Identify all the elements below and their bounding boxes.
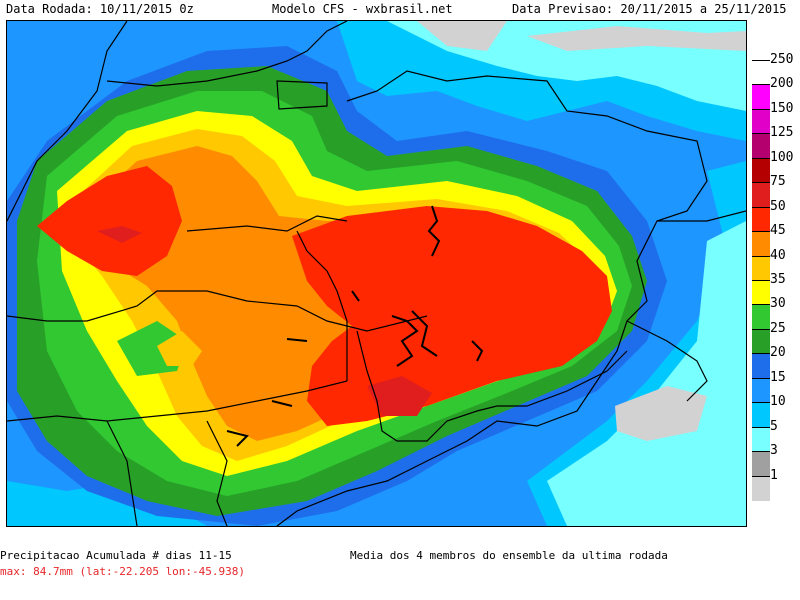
precipitation-map [6, 20, 747, 527]
legend-swatch [752, 84, 770, 110]
legend-label: 1 [770, 467, 778, 483]
legend-swatch [752, 108, 770, 135]
legend-swatch [752, 133, 770, 159]
border-line [7, 290, 428, 332]
map-title: Precipitacao Acumulada # dias 11-15 [0, 549, 232, 562]
legend-swatch [752, 377, 770, 404]
legend-label: 30 [770, 296, 786, 312]
red-zone-core [292, 206, 612, 426]
reservoirs [226, 205, 484, 447]
max-value-label: max: 84.7mm (lat:-22.205 lon:-45.938) [0, 565, 246, 578]
border-line [206, 420, 228, 526]
legend-label: 3 [770, 443, 778, 459]
map-canvas [7, 21, 746, 526]
legend-swatch [752, 475, 770, 501]
legend-label: 20 [770, 345, 786, 361]
legend-swatch [752, 328, 770, 355]
border-line [657, 210, 746, 222]
legend-label: 200 [770, 76, 794, 92]
darkred-northwest-zone [97, 226, 142, 243]
legend-swatch [752, 255, 770, 281]
border-line [7, 21, 128, 222]
border-line [106, 420, 138, 526]
border-line [356, 330, 498, 442]
legend-swatch [752, 60, 770, 86]
legend-swatch [752, 304, 770, 330]
border-line [296, 230, 348, 381]
borders [7, 21, 746, 526]
border-line [497, 350, 628, 407]
ensemble-note: Media dos 4 membros do ensemble da ultim… [350, 549, 668, 562]
legend-swatch [752, 426, 770, 453]
gold-pocket-west [157, 331, 202, 366]
legend-label: 15 [770, 369, 786, 385]
federal-district-border [276, 80, 328, 110]
legend-label: 250 [770, 52, 794, 67]
reservoir [411, 310, 438, 357]
legend-swatch [752, 280, 770, 306]
legend-swatch [752, 182, 770, 208]
lightblue-zone-east [547, 221, 746, 526]
reservoir [226, 430, 249, 447]
legend-label: 100 [770, 149, 794, 165]
legend-swatch [752, 206, 770, 233]
run-date-label: Data Rodada: 10/11/2015 0z [6, 2, 194, 16]
reservoir [286, 338, 308, 342]
legend-label: 35 [770, 272, 786, 287]
border-line [186, 215, 348, 232]
legend-label: 50 [770, 198, 786, 214]
reservoir [391, 315, 419, 367]
legend-swatch [752, 157, 770, 184]
legend-label: 10 [770, 394, 786, 410]
reservoir [427, 205, 441, 257]
legend-swatch [752, 402, 770, 428]
legend-label: 150 [770, 100, 794, 116]
red-zone-northwest [37, 166, 182, 276]
border-line [7, 380, 348, 422]
darkred-max-zone [367, 376, 432, 416]
legend-label: 75 [770, 174, 786, 190]
legend-label: 5 [770, 418, 778, 434]
legend-label: 40 [770, 247, 786, 263]
gray-patch-southeast [615, 386, 707, 441]
gray-patch-northeast [527, 26, 746, 51]
color-legend [752, 60, 770, 501]
coastline [276, 70, 708, 526]
border-line [106, 21, 348, 87]
reservoir [271, 400, 293, 407]
model-title: Modelo CFS - wxbrasil.net [272, 2, 453, 16]
reservoir [471, 340, 484, 362]
reservoir [351, 290, 360, 302]
gray-patch-north [417, 21, 507, 51]
legend-label: 125 [770, 125, 794, 141]
legend-label: 45 [770, 223, 786, 239]
legend-swatch [752, 231, 770, 257]
legend-label: 25 [770, 320, 786, 336]
forecast-date-label: Data Previsao: 20/11/2015 a 25/11/2015 [512, 2, 787, 16]
border-line [626, 320, 708, 402]
legend-swatch [752, 353, 770, 379]
legend-swatch [752, 451, 770, 477]
